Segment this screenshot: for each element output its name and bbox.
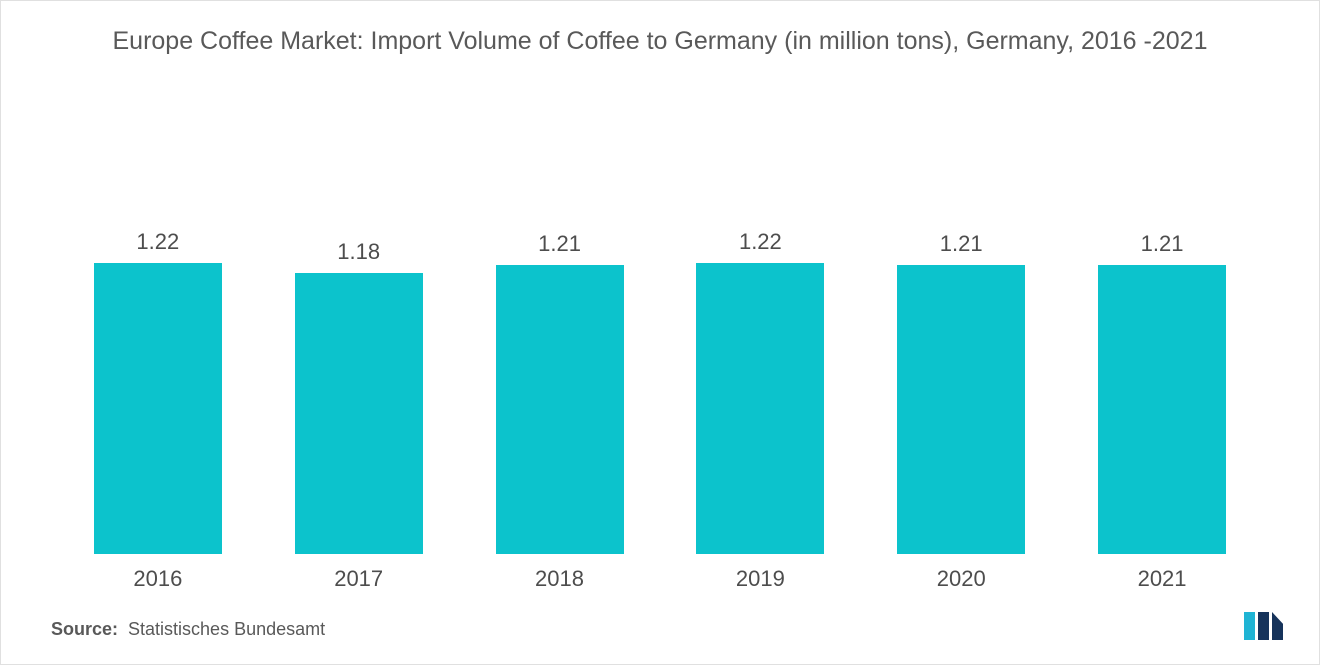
bar-value-label: 1.21 <box>538 231 581 257</box>
bar-slot: 1.21 2021 <box>1098 139 1226 592</box>
bar-category-label: 2019 <box>736 566 785 592</box>
source-value: Statistisches Bundesamt <box>128 619 325 640</box>
chart-footer: Source: Statistisches Bundesamt <box>1 612 1319 664</box>
bar <box>295 273 423 554</box>
bar-slot: 1.21 2020 <box>897 139 1025 592</box>
bar-value-label: 1.21 <box>1141 231 1184 257</box>
bar-category-label: 2017 <box>334 566 383 592</box>
source-label: Source: <box>51 619 118 640</box>
bar-category-label: 2021 <box>1138 566 1187 592</box>
bar-slot: 1.22 2016 <box>94 139 222 592</box>
bar-value-label: 1.21 <box>940 231 983 257</box>
bar <box>496 265 624 554</box>
chart-plot-area: 1.22 2016 1.18 2017 1.21 2018 1.22 2019 1.21 2020… <box>1 59 1319 612</box>
chart-title: Europe Coffee Market: Import Volume of C… <box>1 1 1319 59</box>
bar-slot: 1.22 2019 <box>696 139 824 592</box>
bar <box>696 263 824 554</box>
bar-category-label: 2020 <box>937 566 986 592</box>
bar-slot: 1.18 2017 <box>295 139 423 592</box>
bar-value-label: 1.22 <box>739 229 782 255</box>
bar-value-label: 1.22 <box>136 229 179 255</box>
bar <box>897 265 1025 554</box>
bar-slot: 1.21 2018 <box>496 139 624 592</box>
bar-value-label: 1.18 <box>337 239 380 265</box>
bar <box>1098 265 1226 554</box>
source-line: Source: Statistisches Bundesamt <box>51 619 325 640</box>
chart-frame: Europe Coffee Market: Import Volume of C… <box>0 0 1320 665</box>
bar-category-label: 2016 <box>133 566 182 592</box>
bar-category-label: 2018 <box>535 566 584 592</box>
bar <box>94 263 222 554</box>
mordor-logo-icon <box>1244 612 1283 640</box>
